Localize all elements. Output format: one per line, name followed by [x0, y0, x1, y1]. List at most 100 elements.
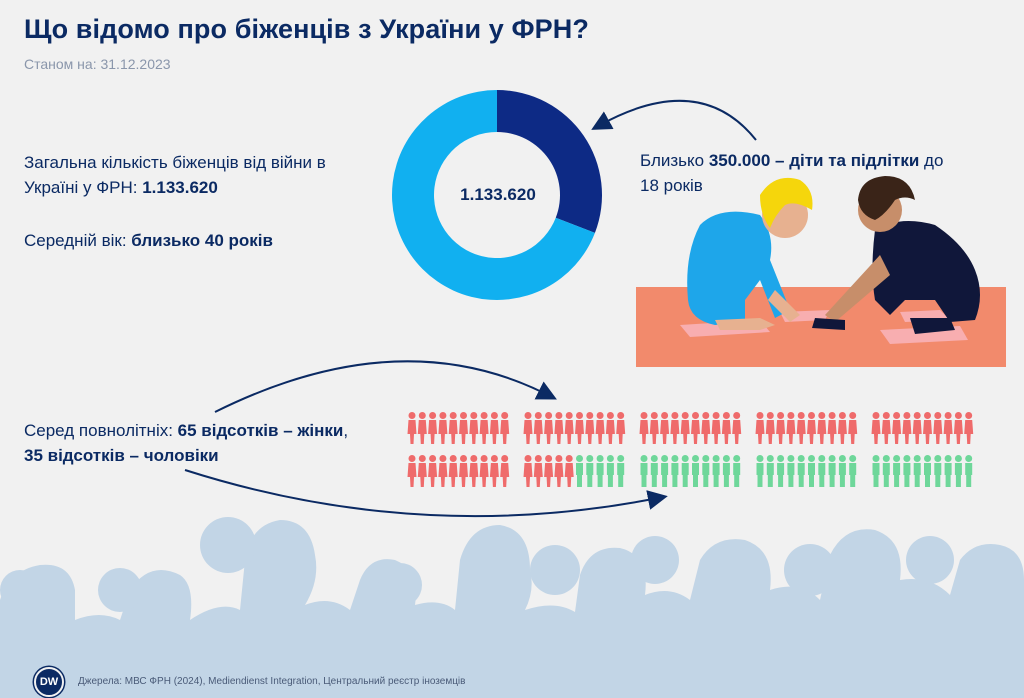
man-icon — [924, 455, 931, 487]
man-icon — [828, 455, 836, 487]
woman-icon — [417, 455, 427, 487]
man-icon — [640, 455, 648, 487]
woman-icon — [605, 412, 615, 444]
woman-icon — [711, 412, 721, 444]
arrow-to-women — [214, 360, 557, 413]
woman-icon — [479, 455, 489, 487]
men-share: 35 відсотків – чоловіки — [24, 446, 219, 465]
man-icon — [606, 455, 614, 487]
woman-icon — [796, 412, 806, 444]
children-value: 350.000 – діти та підлітки — [708, 151, 920, 170]
man-icon — [808, 455, 815, 487]
children-line1: Близько 350.000 – діти та підлітки до — [640, 148, 943, 173]
man-icon — [681, 455, 689, 487]
average-age-text: Середній вік: близько 40 років — [24, 228, 273, 253]
woman-icon — [765, 412, 775, 444]
man-icon — [576, 455, 583, 487]
man-icon — [903, 455, 911, 487]
man-icon — [617, 455, 625, 487]
children-text: Близько 350.000 – діти та підлітки до 18… — [640, 148, 943, 198]
man-icon — [777, 455, 785, 487]
children-suffix: до — [919, 151, 944, 170]
woman-icon — [523, 455, 533, 487]
woman-icon — [964, 412, 974, 444]
page-title: Що відомо про біженців з України у ФРН? — [24, 14, 589, 44]
man-icon — [882, 455, 890, 487]
man-icon — [944, 455, 952, 487]
children-prefix: Близько — [640, 151, 709, 170]
woman-icon — [500, 455, 510, 487]
man-icon — [818, 455, 826, 487]
woman-icon — [438, 412, 448, 444]
man-icon — [586, 455, 594, 487]
woman-icon — [544, 412, 554, 444]
dw-logo: DW — [34, 667, 64, 697]
woman-icon — [489, 455, 499, 487]
total-line1: Загальна кількість біженців від війни в — [24, 153, 326, 172]
man-icon — [893, 455, 901, 487]
woman-icon — [755, 412, 765, 444]
adults-line2: 35 відсотків – чоловіки — [24, 443, 348, 468]
woman-icon — [489, 412, 499, 444]
woman-icon — [817, 412, 827, 444]
woman-icon — [500, 412, 510, 444]
woman-icon — [448, 412, 458, 444]
woman-icon — [595, 412, 605, 444]
woman-icon — [721, 412, 731, 444]
man-icon — [661, 455, 669, 487]
woman-icon — [837, 412, 847, 444]
children-line2: 18 років — [640, 176, 703, 195]
woman-icon — [776, 412, 786, 444]
woman-icon — [943, 412, 953, 444]
man-icon — [756, 455, 764, 487]
man-icon — [872, 455, 880, 487]
man-icon — [671, 455, 679, 487]
man-icon — [838, 455, 846, 487]
age-prefix: Середній вік: — [24, 231, 132, 250]
man-icon — [766, 455, 774, 487]
man-icon — [965, 455, 973, 487]
sources-text: Джерела: МВС ФРН (2024), Mediendienst In… — [78, 676, 466, 687]
woman-icon — [585, 412, 595, 444]
man-icon — [712, 455, 720, 487]
woman-icon — [459, 412, 468, 444]
woman-icon — [933, 412, 943, 444]
total-value: 1.133.620 — [142, 178, 218, 197]
woman-icon — [807, 412, 816, 444]
donut-center-label: 1.133.620 — [460, 185, 536, 204]
woman-icon — [564, 455, 574, 487]
man-icon — [954, 455, 962, 487]
woman-icon — [417, 412, 427, 444]
woman-icon — [953, 412, 963, 444]
woman-icon — [407, 412, 417, 444]
adults-text: Серед повнолітніх: 65 відсотків – жінки,… — [24, 418, 348, 468]
man-icon — [797, 455, 805, 487]
women-share: 65 відсотків – жінки — [177, 421, 344, 440]
woman-icon — [680, 412, 690, 444]
woman-icon — [428, 455, 438, 487]
woman-icon — [827, 412, 837, 444]
total-line2: Україні у ФРН: 1.133.620 — [24, 175, 326, 200]
woman-icon — [660, 412, 670, 444]
woman-icon — [881, 412, 891, 444]
woman-icon — [523, 412, 533, 444]
man-icon — [733, 455, 741, 487]
woman-icon — [649, 412, 659, 444]
woman-icon — [691, 412, 700, 444]
woman-icon — [533, 455, 543, 487]
man-icon — [913, 455, 921, 487]
total-prefix: Україні у ФРН: — [24, 178, 143, 197]
woman-icon — [902, 412, 912, 444]
woman-icon — [912, 412, 922, 444]
woman-icon — [544, 455, 554, 487]
woman-icon — [923, 412, 932, 444]
adults-comma: , — [343, 421, 349, 440]
woman-icon — [639, 412, 649, 444]
man-icon — [692, 455, 699, 487]
donut-slice-others — [391, 90, 595, 301]
woman-icon — [616, 412, 626, 444]
